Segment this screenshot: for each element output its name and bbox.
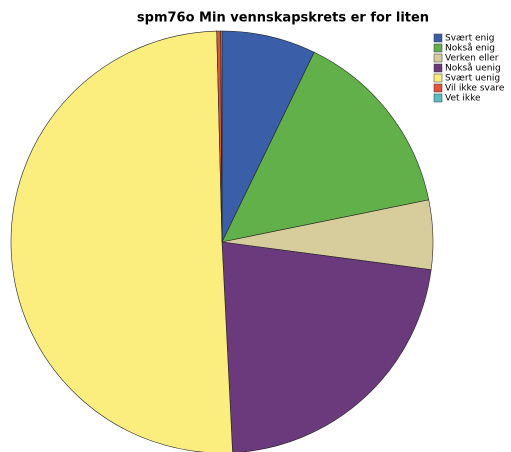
legend-label: Verken eller: [445, 54, 499, 64]
legend-swatch: [433, 83, 443, 93]
legend-label: Nokså uenig: [445, 63, 501, 74]
pie-slice: [220, 30, 223, 243]
legend-swatch: [433, 63, 443, 73]
legend-swatch: [433, 43, 443, 53]
chart-title: spm76o Min vennskapskrets er for liten: [137, 11, 429, 26]
legend-swatch: [433, 93, 443, 103]
legend-swatch: [433, 53, 443, 63]
legend-swatch: [433, 73, 443, 83]
legend-label: Svært uenig: [445, 74, 500, 84]
pie-slice: [221, 241, 432, 452]
legend-label: Nokså enig: [445, 43, 495, 54]
pie-slice: [221, 51, 430, 243]
legend-label: Vet ikke: [445, 94, 481, 104]
pie-slice: [10, 30, 233, 452]
legend-label: Vil ikke svare: [445, 84, 505, 94]
legend-label: Svært enig: [445, 34, 494, 44]
legend-swatch: [433, 33, 443, 43]
